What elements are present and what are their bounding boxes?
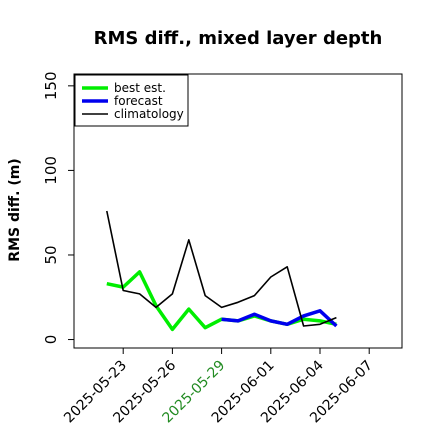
legend-label: forecast: [114, 94, 163, 108]
y-tick-label: 50: [42, 245, 60, 264]
y-tick-label: 150: [42, 71, 60, 100]
y-axis-label: RMS diff. (m): [7, 158, 23, 261]
x-axis: 2025-05-232025-05-262025-05-292025-06-01…: [61, 348, 376, 426]
y-tick-label: 0: [42, 335, 60, 345]
y-tick-label: 100: [42, 156, 60, 185]
series-line-forecast: [221, 309, 338, 328]
legend-label: climatology: [114, 107, 184, 121]
chart-title: RMS diff., mixed layer depth: [94, 28, 383, 49]
plot-area: [73, 73, 403, 349]
series-layer: [106, 210, 338, 332]
y-axis: 0 50 100 150: [42, 71, 74, 344]
series-line-climatology: [106, 210, 337, 327]
legend-label: best est.: [114, 81, 166, 95]
